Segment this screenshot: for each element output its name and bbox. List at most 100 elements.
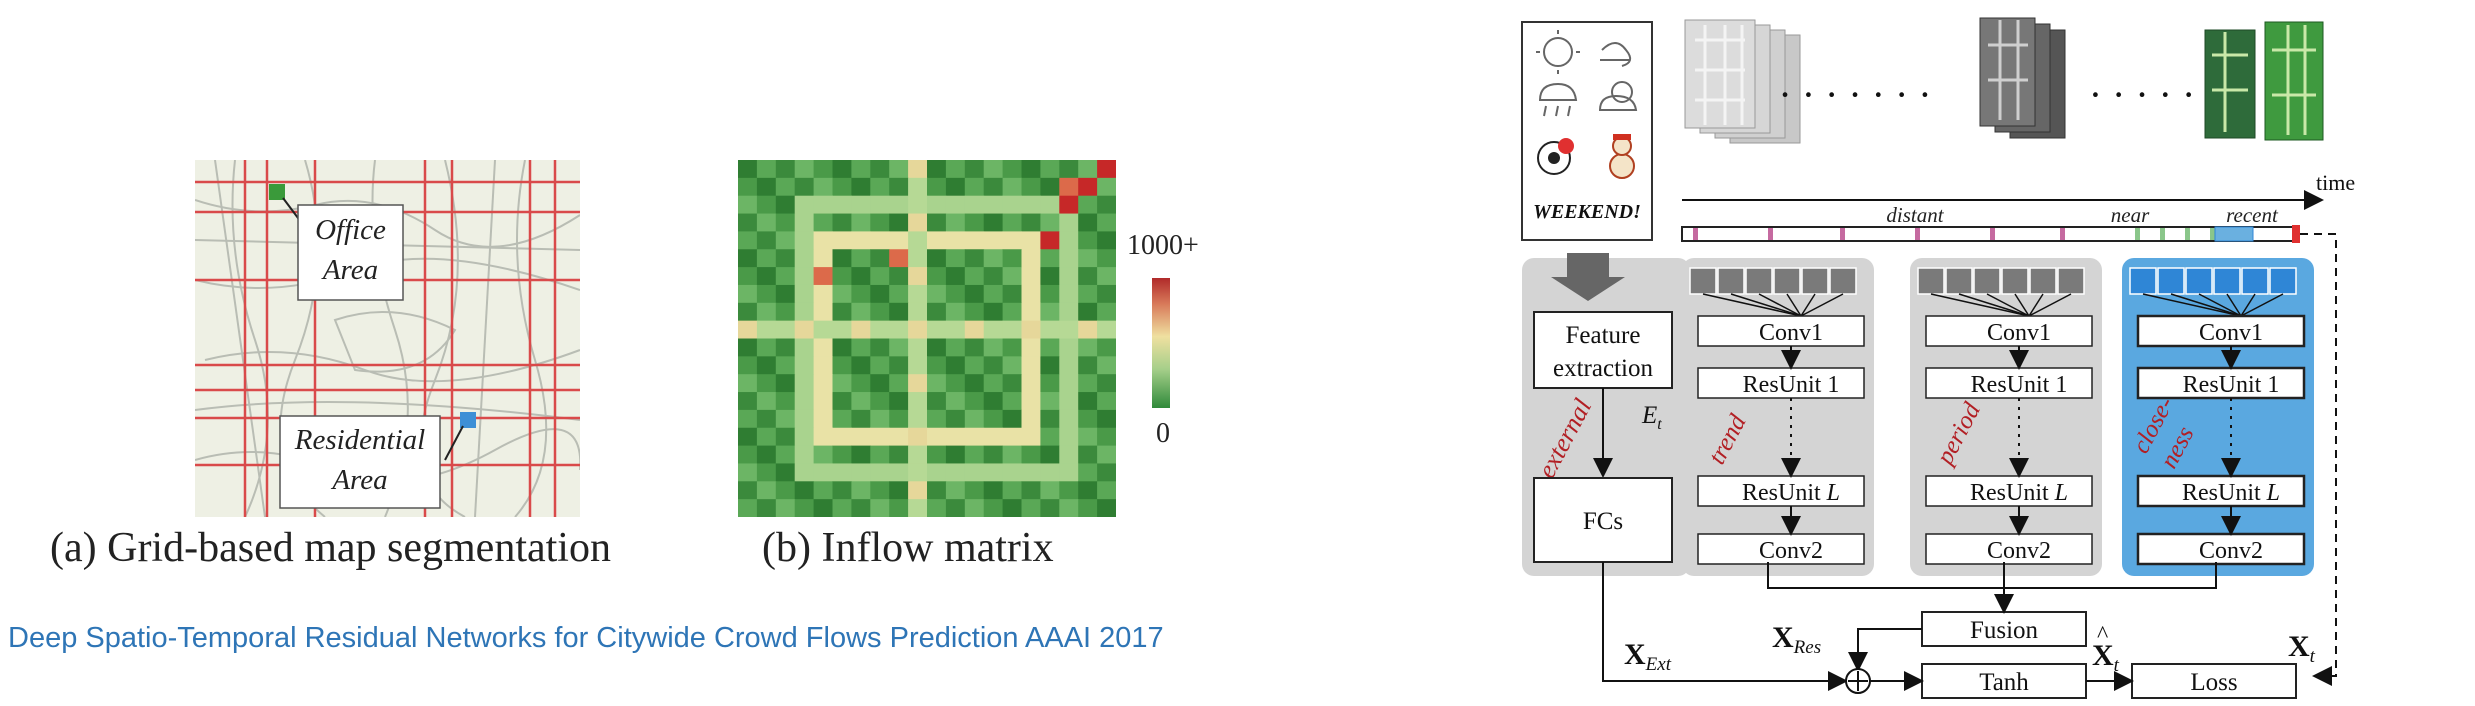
heatmap-cell [813, 338, 833, 357]
heatmap-cell [1002, 481, 1022, 500]
heatmap-cell [1059, 213, 1079, 232]
heatmap-cell [832, 374, 852, 393]
heatmap-cell [1021, 427, 1041, 447]
heatmap-cell [1059, 445, 1079, 464]
heatmap-cell [870, 231, 890, 250]
input-connector [2170, 293, 2242, 317]
heatmap-cell [1078, 338, 1098, 357]
heatmap-cell [794, 160, 815, 179]
heatmap-cell [927, 284, 947, 304]
heatmap-cell [832, 445, 852, 464]
heatmap-cell [1040, 284, 1060, 304]
heatmap-cell [1059, 249, 1079, 268]
heatmap-cell [1002, 338, 1022, 357]
heatmap-cell [1078, 392, 1098, 411]
heatmap-cell [794, 177, 815, 197]
heatmap-cell [1021, 195, 1041, 215]
heatmap-cell [832, 267, 852, 286]
heatmap-cell [851, 338, 871, 357]
heatmap-cell [813, 409, 833, 429]
heatmap-cell [1059, 177, 1079, 197]
heatmap-cell [983, 231, 1004, 250]
heatmap-cell [775, 160, 796, 179]
heatmap-cell [775, 284, 796, 304]
heatmap-cell [813, 160, 833, 179]
heatmap-cell [794, 445, 815, 464]
footer-caption: Deep Spatio-Temporal Residual Networks f… [8, 622, 1164, 654]
heatmap-cell [832, 356, 852, 375]
heatmap-cell [1078, 177, 1098, 197]
heatmap-cell [870, 427, 890, 447]
heatmap-cell [983, 320, 1004, 339]
heatmap-cell [908, 392, 928, 411]
heatmap-cell [1078, 249, 1098, 268]
input-frame-block [2213, 267, 2241, 295]
heatmap-cell [1040, 463, 1060, 482]
heatmap-cell [927, 463, 947, 482]
heatmap-cell [889, 445, 909, 464]
heatmap-cell [1097, 463, 1117, 482]
heatmap-cell [832, 284, 852, 304]
input-connector [1958, 293, 2030, 317]
heatmap-cell [775, 463, 796, 482]
heatmap-cell [945, 284, 966, 304]
heatmap-cell [964, 267, 985, 286]
heatmap-cell [756, 445, 777, 464]
residential-label-line1: Residential [294, 424, 426, 456]
heatmap-cell [851, 463, 871, 482]
heatmap-cell [908, 338, 928, 357]
heatmap-cell [832, 320, 852, 339]
heatmap-cell [1078, 445, 1098, 464]
heatmap-cell [1021, 392, 1041, 411]
branch-resunit1-label: ResUnit 1 [1743, 372, 1840, 398]
fusion-label: Fusion [1970, 617, 2039, 644]
heatmap-cell [851, 213, 871, 232]
frames-recent [2204, 21, 2324, 141]
heatmap-cell [908, 177, 928, 197]
heatmap-cell [983, 267, 1004, 286]
heatmap-cell [908, 195, 928, 215]
e-t-label: Et [1641, 402, 1662, 433]
branch-resunitL-label: ResUnit L [1742, 480, 1840, 506]
heatmap-cell [983, 445, 1004, 464]
heatmap-cell [1002, 195, 1022, 215]
heatmap-cell [983, 374, 1004, 393]
heatmap-cell [813, 374, 833, 393]
heatmap-cell [756, 409, 777, 429]
heatmap-cell [851, 392, 871, 411]
heatmap-cell [738, 249, 758, 268]
heatmap-cell [927, 160, 947, 179]
heatmap-cell [1021, 284, 1041, 304]
heatmap-cell [1078, 284, 1098, 304]
heatmap-cell [870, 409, 890, 429]
heatmap-cell [1059, 356, 1079, 375]
heatmap-cell [1097, 374, 1117, 393]
heatmap-cell [889, 160, 909, 179]
rain-icon [1538, 82, 1578, 117]
heatmap-cell [1059, 427, 1079, 447]
heatmap-cell [794, 302, 815, 322]
heatmap-cell [813, 267, 833, 286]
heatmap-cell [983, 213, 1004, 232]
heatmap-cell [794, 499, 815, 518]
office-cell [269, 184, 285, 200]
branch-conv1-label: Conv1 [1987, 320, 2051, 346]
heatmap-cell [870, 356, 890, 375]
tanh-label: Tanh [1979, 669, 2029, 696]
heatmap-cell [927, 374, 947, 393]
heatmap-cell [1021, 338, 1041, 357]
heatmap-cell [1002, 374, 1022, 393]
input-frame-block [2057, 267, 2085, 295]
input-connector [2226, 293, 2242, 317]
heatmap-cell [870, 267, 890, 286]
current-frame-marker [2292, 225, 2300, 243]
heatmap-cell [1040, 231, 1060, 250]
heatmap-cell [945, 427, 966, 447]
input-connector [1730, 293, 1802, 317]
heatmap-cell [794, 267, 815, 286]
heatmap-cell [832, 392, 852, 411]
heatmap-cell [775, 302, 796, 322]
heatmap-cell [983, 195, 1004, 215]
heatmap-cell [1040, 392, 1060, 411]
soccer-ball-icon [1537, 138, 1574, 175]
